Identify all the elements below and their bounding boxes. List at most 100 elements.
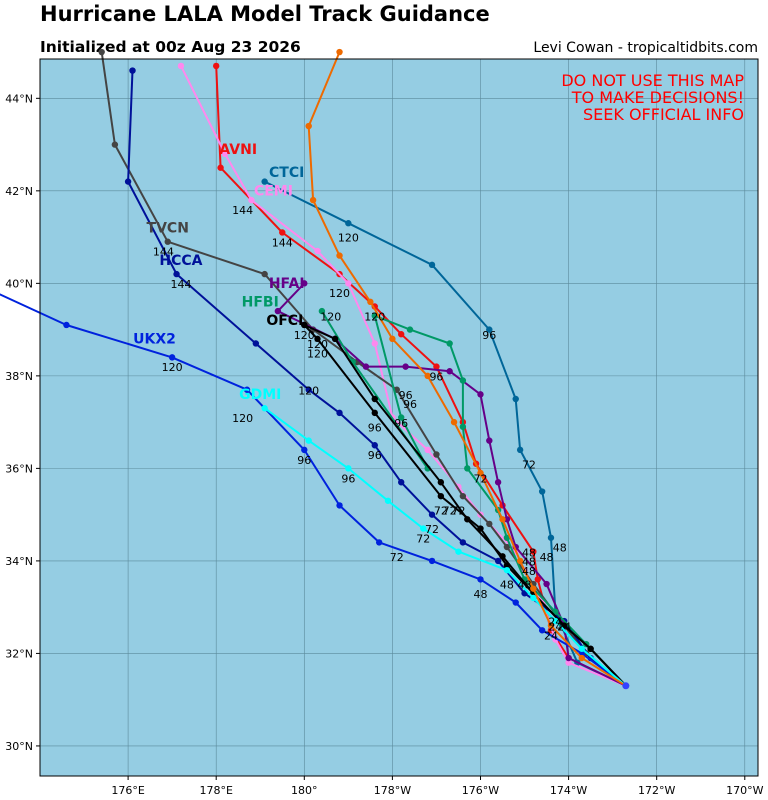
track-point-tvcn bbox=[261, 270, 268, 278]
model-tracks bbox=[0, 48, 630, 690]
track-point-ofcl bbox=[371, 395, 378, 403]
track-point-unnamed bbox=[578, 654, 586, 662]
hour-label: 48 bbox=[540, 551, 554, 564]
track-point-ukx2 bbox=[63, 321, 70, 329]
hour-label: 120 bbox=[338, 232, 359, 245]
hour-label: 48 bbox=[518, 579, 532, 592]
credit-text: Levi Cowan - tropicaltidbits.com bbox=[533, 40, 758, 56]
track-point-ctci bbox=[428, 261, 436, 269]
track-point-ofcl bbox=[314, 335, 321, 343]
track-point-gdmi bbox=[455, 548, 462, 555]
graticule bbox=[40, 59, 758, 776]
track-line-hfbi bbox=[321, 310, 627, 687]
lat-tick-label: 44°N bbox=[5, 92, 33, 105]
lon-tick-label: 178°W bbox=[374, 784, 411, 797]
track-point-ukx2 bbox=[512, 599, 519, 606]
track-point-ofcl bbox=[587, 645, 594, 652]
hour-label: 96 bbox=[394, 417, 408, 430]
track-point-ofcl bbox=[301, 321, 308, 329]
hour-label: 24 bbox=[557, 620, 571, 633]
initialization-time: Initialized at 00z Aug 23 2026 bbox=[40, 38, 301, 56]
track-point-cemi bbox=[248, 196, 255, 204]
hour-label: 120 bbox=[162, 361, 183, 374]
hour-label: 144 bbox=[170, 278, 191, 291]
track-point-ofcl bbox=[477, 525, 484, 532]
hour-label: 120 bbox=[364, 310, 385, 323]
hour-label: 96 bbox=[403, 398, 417, 411]
track-point-unnamed bbox=[530, 585, 537, 592]
track-point-gdmi bbox=[305, 437, 312, 444]
track-point-ctci bbox=[486, 326, 493, 333]
track-point-hcca bbox=[173, 270, 180, 278]
track-point-hfai bbox=[446, 368, 453, 375]
track-point-hcca bbox=[305, 386, 312, 393]
track-point-avni bbox=[398, 331, 405, 338]
hour-label: 48 bbox=[522, 565, 536, 578]
warning-line-1: DO NOT USE THIS MAP bbox=[561, 71, 744, 90]
track-point-ofcl bbox=[437, 479, 445, 486]
track-point-hfai bbox=[565, 654, 572, 662]
track-point-avni bbox=[279, 229, 286, 236]
track-point-hcca bbox=[494, 557, 502, 565]
track-point-ukx2 bbox=[538, 627, 546, 634]
track-point-ukx2 bbox=[243, 386, 251, 393]
track-point-tvcn bbox=[111, 141, 119, 148]
hour-label: 96 bbox=[368, 449, 382, 462]
hour-label: 72 bbox=[451, 505, 465, 518]
axis-ticks: 176°E 178°E 180° 178°W 176°W 174°W 172°W 170°W 3… bbox=[5, 92, 763, 797]
hour-label: 120 bbox=[298, 384, 319, 397]
track-point-tvcn bbox=[98, 48, 105, 56]
track-point-unnamed bbox=[516, 557, 524, 565]
hour-label: 120 bbox=[307, 347, 328, 360]
track-point-hfai bbox=[494, 479, 502, 486]
hour-label: 144 bbox=[232, 204, 253, 217]
model-labels: AVNI CTCI CEMI TVCN HCCA HFAI HFBI OFCL UKX2 GDMI bbox=[133, 142, 307, 403]
lat-tick-label: 30°N bbox=[5, 740, 33, 753]
lon-tick-label: 174°W bbox=[550, 784, 587, 797]
track-point-unnamed bbox=[477, 469, 484, 477]
model-label-cemi: CEMI bbox=[254, 183, 293, 199]
track-point-ukx2 bbox=[477, 576, 484, 583]
track-point-gdmi bbox=[384, 497, 392, 504]
track-point-cemi bbox=[221, 150, 229, 158]
track-point-ukx2 bbox=[168, 354, 176, 361]
hour-label: 120 bbox=[294, 329, 315, 342]
track-point-unnamed bbox=[499, 516, 506, 523]
model-label-tvcn: TVCN bbox=[147, 220, 189, 236]
hour-label: 72 bbox=[425, 523, 439, 536]
track-point-ofcl bbox=[371, 409, 378, 417]
track-point-cemi bbox=[345, 280, 352, 287]
track-point-unnamed bbox=[547, 622, 555, 629]
hour-label: 120 bbox=[320, 310, 341, 323]
lat-tick-label: 32°N bbox=[5, 647, 33, 660]
hour-label: 96 bbox=[429, 370, 443, 383]
page-title: Hurricane LALA Model Track Guidance bbox=[40, 2, 490, 26]
track-point-hfbi bbox=[503, 534, 511, 541]
hour-label: 24 bbox=[548, 616, 562, 629]
track-point-hfbi bbox=[398, 414, 405, 421]
track-point-hfbi bbox=[406, 326, 414, 333]
lon-tick-label: 178°E bbox=[199, 784, 232, 797]
lon-tick-label: 172°W bbox=[638, 784, 675, 797]
track-point-hcca bbox=[398, 479, 405, 486]
track-point-ofcl bbox=[331, 335, 339, 343]
hour-label: 120 bbox=[329, 287, 350, 300]
track-point-hcca bbox=[428, 511, 436, 518]
track-point-gdmi bbox=[420, 525, 427, 532]
hour-label: 144 bbox=[272, 236, 293, 249]
lat-tick-label: 34°N bbox=[5, 555, 33, 568]
lat-tick-label: 38°N bbox=[5, 370, 33, 383]
track-point-ukx2 bbox=[336, 502, 343, 509]
track-point-hfai bbox=[362, 363, 370, 370]
track-point-avni bbox=[433, 363, 440, 370]
model-label-gdmi: GDMI bbox=[239, 387, 281, 403]
track-point-hfai bbox=[402, 363, 409, 370]
hour-label: 72 bbox=[434, 505, 448, 518]
track-point-hfbi bbox=[446, 340, 453, 347]
track-point-hfbi bbox=[459, 377, 467, 384]
storm-origin bbox=[622, 682, 630, 690]
track-point-hfbi bbox=[318, 307, 326, 315]
track-point-ctci bbox=[538, 488, 546, 495]
track-point-tvcn bbox=[486, 520, 493, 528]
track-point-ofcl bbox=[503, 562, 511, 569]
